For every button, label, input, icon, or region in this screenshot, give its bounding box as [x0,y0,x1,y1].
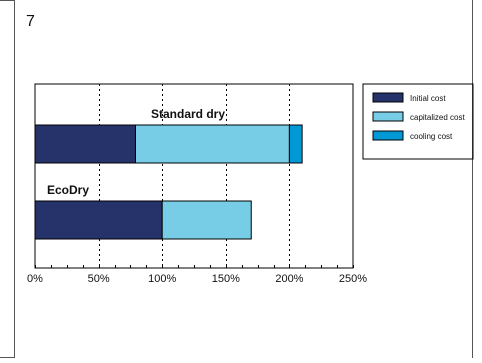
x-tick-label: 50% [88,273,110,285]
legend-items: Initial cost capitalized cost cooling cost [372,92,465,141]
bar-segment [34,200,163,240]
x-tick-label: 150% [212,273,240,285]
category-label: Standard dry [151,107,225,121]
legend-frame [362,83,474,160]
legend-label: cooling cost [410,132,453,141]
bar-segment [134,124,290,164]
cost-bar-chart: Standard dry EcoDry 0% 50% 100% 150% 200% 250% [27,83,367,285]
x-tick-label: 0% [27,273,43,285]
bar-segment [288,124,303,164]
legend-swatch [372,111,404,122]
legend: Initial cost capitalized cost cooling cost [362,83,474,160]
bars [34,124,303,240]
legend-swatch [372,92,404,103]
slide-number: 7 [26,13,35,30]
legend-label: capitalized cost [410,113,465,122]
legend-label: Initial cost [410,94,446,103]
bar-segment [161,200,252,240]
legend-swatch [372,130,404,141]
gridlines [99,84,290,268]
bar-segment [34,124,136,164]
x-tick-label: 200% [275,273,303,285]
category-label: EcoDry [47,183,89,197]
x-tick-label: 250% [339,273,367,285]
x-axis-ticks: 0% 50% 100% 150% 200% 250% [27,265,367,285]
x-tick-label: 100% [148,273,176,285]
category-labels: Standard dry EcoDry [47,107,225,197]
